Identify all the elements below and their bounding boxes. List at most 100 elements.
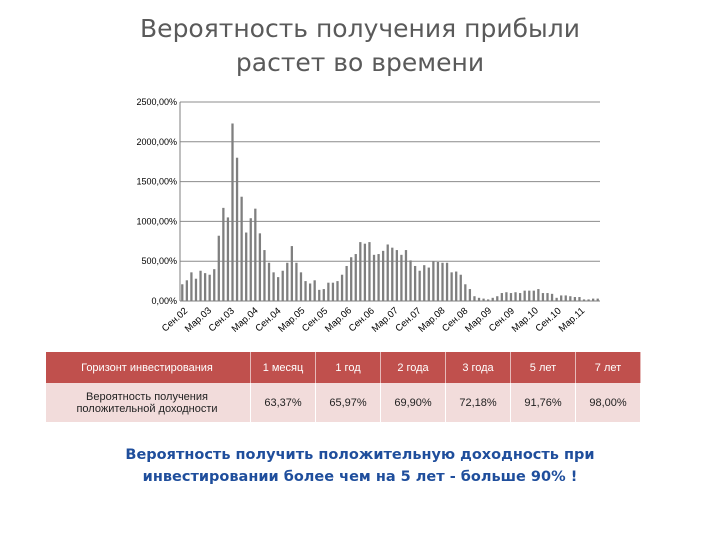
bar <box>304 281 307 301</box>
bar <box>391 247 394 301</box>
row-label-line1: Вероятность получения <box>86 390 208 403</box>
bar <box>313 280 316 301</box>
bar <box>468 289 472 301</box>
bar <box>336 281 339 301</box>
bar <box>377 254 380 301</box>
bar <box>514 292 517 301</box>
bar <box>299 272 303 301</box>
bar <box>541 293 545 301</box>
bar <box>569 296 572 301</box>
bar <box>290 246 293 301</box>
bar <box>185 280 188 301</box>
probability-cell: 63,37% <box>250 383 316 422</box>
bar <box>258 233 262 301</box>
bar <box>528 290 531 301</box>
y-tick-label: 2500,00% <box>136 97 177 107</box>
bar <box>208 274 211 301</box>
bar <box>222 207 225 301</box>
bar <box>592 298 595 301</box>
bar <box>363 243 367 301</box>
probability-table: Горизонт инвестирования 1 месяц 1 год 2 … <box>46 352 641 422</box>
bar <box>386 244 389 301</box>
bar <box>281 270 284 301</box>
bar <box>482 298 485 301</box>
bar <box>286 262 289 301</box>
bar <box>231 123 234 302</box>
row-label: Вероятность получения положительной дохо… <box>46 383 251 422</box>
table-header-row: Горизонт инвестирования 1 месяц 1 год 2 … <box>46 352 641 383</box>
bar <box>213 269 216 301</box>
bar <box>491 297 494 301</box>
y-tick-label: 1000,00% <box>136 216 177 226</box>
bar <box>190 272 193 301</box>
x-tick-label: Мар.11 <box>557 306 587 335</box>
bar <box>382 250 385 301</box>
bar <box>226 217 230 301</box>
bar <box>464 284 467 301</box>
bar <box>560 295 563 301</box>
bar <box>354 254 357 301</box>
y-tick-label: 1500,00% <box>136 177 177 187</box>
probability-cell: 98,00% <box>575 383 641 422</box>
bar <box>203 273 207 301</box>
bar <box>445 262 449 301</box>
bar <box>532 290 535 301</box>
bar <box>322 289 325 301</box>
bar <box>318 289 321 301</box>
bar <box>459 274 462 301</box>
bar <box>308 283 312 301</box>
bar <box>199 270 202 301</box>
bar <box>350 257 353 301</box>
bar <box>267 262 271 301</box>
conclusion-line2: инвестировании более чем на 5 лет - боль… <box>142 469 578 485</box>
horizon-cell: 3 года <box>445 352 511 383</box>
bar <box>345 265 348 301</box>
bar <box>455 271 458 301</box>
slide-title: Вероятность получения прибыли растет во … <box>0 12 720 80</box>
bar <box>496 296 499 301</box>
bar <box>450 272 453 301</box>
bar <box>254 208 257 301</box>
header-label: Горизонт инвестирования <box>46 352 251 383</box>
bar <box>340 274 344 301</box>
bar <box>473 296 476 301</box>
bar <box>582 299 586 301</box>
bar <box>505 292 508 301</box>
bar <box>194 278 198 301</box>
bar <box>537 289 540 301</box>
bar <box>400 254 403 301</box>
bar <box>245 232 248 301</box>
bar <box>327 282 330 301</box>
bar <box>587 299 590 301</box>
bar <box>596 298 599 301</box>
probability-cell: 69,90% <box>380 383 446 422</box>
bar <box>181 284 184 301</box>
slide-title-line1: Вероятность получения прибыли <box>140 14 580 43</box>
bar <box>295 262 298 301</box>
bar <box>404 250 408 301</box>
horizon-cell: 1 год <box>315 352 381 383</box>
probability-cell: 91,76% <box>510 383 576 422</box>
bar <box>409 260 412 301</box>
bar <box>235 157 239 301</box>
bar <box>578 297 581 301</box>
horizon-cell: 5 лет <box>510 352 576 383</box>
profit-chart: 0,00% 500,00% 1000,00% 1500,00% 2000,00% 2500… <box>136 97 600 335</box>
y-tick-label: 2000,00% <box>136 137 177 147</box>
bar <box>423 265 426 301</box>
probability-cell: 65,97% <box>315 383 381 422</box>
row-label-line2: положительной доходности <box>76 402 218 415</box>
bar <box>249 218 252 301</box>
horizon-cell: 1 месяц <box>250 352 316 383</box>
probability-cell: 72,18% <box>445 383 511 422</box>
bar <box>555 297 558 301</box>
bar <box>263 250 266 301</box>
bar <box>277 277 280 301</box>
conclusion-line1: Вероятность получить положительную доход… <box>125 447 595 463</box>
bar <box>564 295 567 301</box>
bar <box>546 293 549 301</box>
bar <box>217 235 220 301</box>
bar <box>413 265 417 301</box>
bar <box>395 250 398 301</box>
horizon-cell: 7 лет <box>575 352 641 383</box>
